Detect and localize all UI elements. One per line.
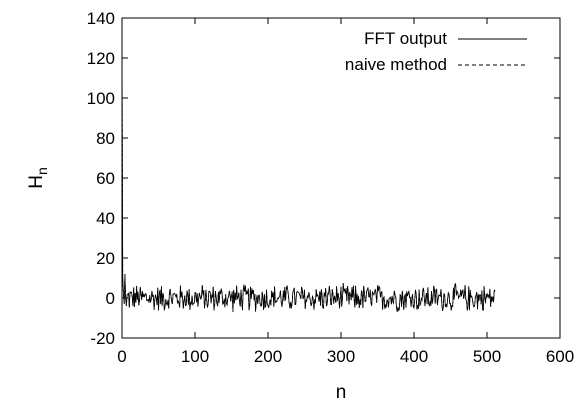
y-tick-label: 100 bbox=[87, 89, 115, 108]
legend-label-fft-output: FFT output bbox=[364, 29, 447, 48]
legend: FFT output naive method bbox=[345, 29, 527, 74]
y-tick-label: 40 bbox=[96, 209, 115, 228]
x-tick-label: 600 bbox=[546, 347, 574, 366]
x-tick-label: 500 bbox=[473, 347, 501, 366]
x-tick-label: 200 bbox=[254, 347, 282, 366]
y-tick-label: 0 bbox=[106, 289, 115, 308]
x-tick-label: 100 bbox=[181, 347, 209, 366]
series-line-naive-method bbox=[121, 43, 496, 313]
y-tick-label: 120 bbox=[87, 49, 115, 68]
y-axis-label: Hn bbox=[26, 167, 50, 189]
x-tick-label: 0 bbox=[117, 347, 126, 366]
x-tick-label: 300 bbox=[327, 347, 355, 366]
y-tick-label: -20 bbox=[90, 329, 115, 348]
y-tick-label: 20 bbox=[96, 249, 115, 268]
series-line-fft-output bbox=[121, 43, 496, 313]
series-layer bbox=[121, 43, 496, 313]
y-axis-label-subscript: n bbox=[34, 167, 50, 175]
y-tick-label: 80 bbox=[96, 129, 115, 148]
x-axis-label: n bbox=[336, 382, 347, 403]
y-tick-label: 140 bbox=[87, 9, 115, 28]
legend-label-naive-method: naive method bbox=[345, 55, 447, 74]
y-tick-label: 60 bbox=[96, 169, 115, 188]
x-tick-label: 400 bbox=[400, 347, 428, 366]
